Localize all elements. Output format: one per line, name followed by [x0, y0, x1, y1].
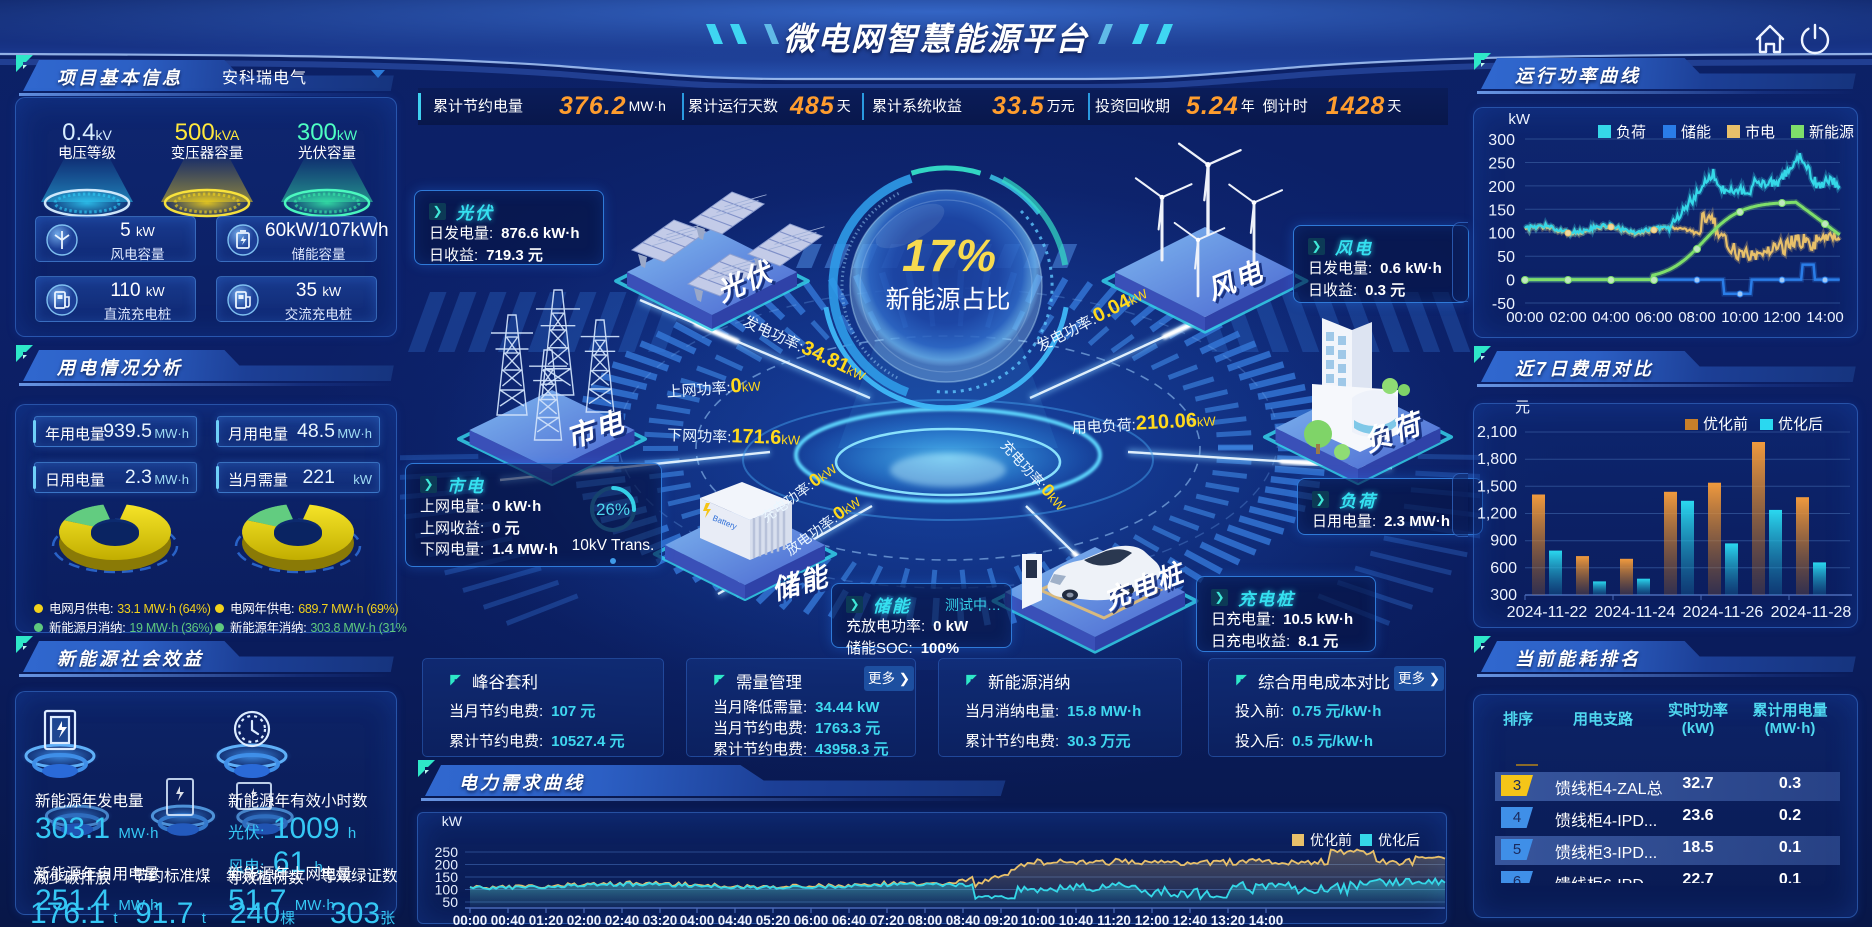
svg-text:06:00: 06:00	[794, 913, 829, 927]
svg-text:1,500: 1,500	[1477, 478, 1517, 495]
svg-text:200: 200	[435, 857, 459, 873]
svg-text:00:00: 00:00	[453, 913, 488, 927]
svg-text:微电网智慧能源平台: 微电网智慧能源平台	[783, 21, 1089, 57]
svg-text:03:20: 03:20	[643, 913, 678, 927]
svg-text:09:20: 09:20	[984, 913, 1019, 927]
svg-text:2024-11-22: 2024-11-22	[1507, 604, 1588, 621]
svg-text:电压等级: 电压等级	[58, 144, 116, 162]
svg-text:05:20: 05:20	[756, 913, 791, 927]
svg-text:光伏容量: 光伏容量	[298, 145, 356, 162]
svg-text:08:00: 08:00	[1678, 309, 1716, 326]
svg-text:优化前: 优化前	[1703, 416, 1748, 433]
svg-text:00:00: 00:00	[1506, 309, 1544, 326]
svg-text:-50: -50	[1492, 296, 1515, 313]
svg-text:17%: 17%	[902, 230, 998, 281]
svg-text:04:00: 04:00	[1592, 309, 1630, 326]
svg-text:150: 150	[435, 869, 459, 885]
svg-text:12:40: 12:40	[1173, 913, 1208, 927]
svg-text:kW: kW	[442, 813, 463, 829]
svg-text:1,200: 1,200	[1477, 506, 1517, 523]
svg-text:14:00: 14:00	[1806, 309, 1844, 326]
svg-text:12:00: 12:00	[1763, 309, 1801, 326]
svg-text:储能: 储能	[1681, 124, 1711, 141]
svg-text:10:40: 10:40	[1059, 913, 1094, 927]
svg-text:02:00: 02:00	[567, 913, 602, 927]
svg-text:02:00: 02:00	[1549, 309, 1587, 326]
svg-text:04:40: 04:40	[718, 913, 753, 927]
svg-text:26%: 26%	[596, 500, 630, 519]
svg-text:50: 50	[442, 894, 458, 910]
svg-text:新能源占比: 新能源占比	[885, 286, 1010, 314]
svg-text:新能源: 新能源	[1809, 124, 1854, 141]
svg-text:00:40: 00:40	[491, 913, 526, 927]
svg-text:06:00: 06:00	[1635, 309, 1673, 326]
svg-text:900: 900	[1490, 533, 1517, 550]
svg-text:01:20: 01:20	[529, 913, 564, 927]
svg-text:10:00: 10:00	[1021, 913, 1056, 927]
svg-text:14:00: 14:00	[1249, 913, 1284, 927]
svg-text:02:40: 02:40	[605, 913, 640, 927]
svg-text:2024-11-24: 2024-11-24	[1595, 604, 1676, 621]
svg-text:04:00: 04:00	[680, 913, 715, 927]
svg-text:150: 150	[1488, 202, 1515, 219]
svg-text:优化后: 优化后	[1378, 832, 1420, 848]
svg-text:优化后: 优化后	[1778, 416, 1823, 433]
svg-text:500kVA: 500kVA	[175, 119, 240, 146]
svg-text:250: 250	[1488, 156, 1515, 173]
svg-text:13:20: 13:20	[1211, 913, 1246, 927]
svg-text:300: 300	[1490, 587, 1517, 604]
svg-text:1,800: 1,800	[1477, 451, 1517, 468]
svg-text:10:00: 10:00	[1721, 309, 1759, 326]
svg-text:10kV Trans.: 10kV Trans.	[572, 537, 655, 554]
svg-text:06:40: 06:40	[832, 913, 867, 927]
svg-text:0: 0	[1506, 273, 1515, 290]
svg-text:变压器容量: 变压器容量	[171, 145, 244, 162]
svg-text:08:40: 08:40	[946, 913, 981, 927]
svg-text:100: 100	[435, 882, 459, 898]
svg-text:kW: kW	[1508, 111, 1531, 128]
svg-text:200: 200	[1488, 179, 1515, 196]
svg-text:50: 50	[1497, 249, 1515, 266]
svg-text:100: 100	[1488, 226, 1515, 243]
svg-text:2024-11-28: 2024-11-28	[1771, 604, 1852, 621]
svg-text:12:00: 12:00	[1135, 913, 1170, 927]
svg-text:市电: 市电	[1745, 124, 1775, 141]
svg-text:负荷: 负荷	[1616, 124, 1646, 141]
svg-text:2024-11-26: 2024-11-26	[1683, 604, 1764, 621]
svg-text:元: 元	[1515, 399, 1530, 416]
svg-text:600: 600	[1490, 560, 1517, 577]
svg-text:11:20: 11:20	[1097, 913, 1131, 927]
svg-text:300: 300	[1488, 132, 1515, 149]
svg-text:250: 250	[435, 844, 459, 860]
svg-text:2,100: 2,100	[1477, 424, 1517, 441]
svg-text:优化前: 优化前	[1310, 832, 1352, 848]
svg-text:08:00: 08:00	[908, 913, 943, 927]
svg-text:07:20: 07:20	[870, 913, 905, 927]
